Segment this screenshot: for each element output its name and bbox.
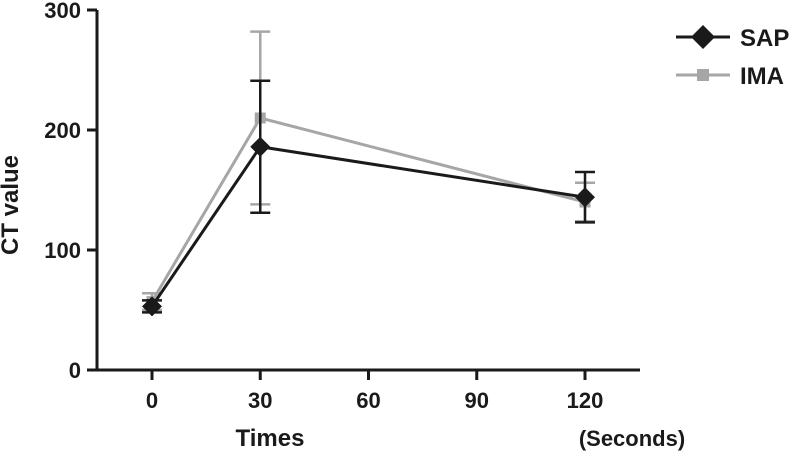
chart-marks	[142, 30, 595, 317]
legend-marker-sap	[691, 25, 715, 49]
data-point-sap	[250, 136, 271, 157]
x-tick-label: 90	[465, 388, 489, 413]
chart-legend: SAP IMA	[676, 25, 789, 90]
y-tick-label: 300	[44, 0, 81, 23]
data-point-sap	[142, 296, 162, 317]
series-ima	[142, 30, 595, 312]
data-point-sap	[575, 187, 595, 208]
x-tick-label: 0	[146, 388, 158, 413]
series-line-sap	[150, 145, 586, 308]
legend-label-sap: SAP	[740, 25, 789, 52]
x-axis-title: Times	[236, 425, 305, 452]
y-tick-label: 100	[44, 238, 81, 263]
legend-marker-ima	[697, 69, 709, 81]
x-axis-unit-label: (Seconds)	[579, 426, 685, 451]
y-axis-title: CT value	[0, 155, 24, 255]
x-tick-label: 120	[567, 388, 604, 413]
series-sap	[142, 79, 595, 317]
x-tick-label: 60	[356, 388, 380, 413]
chart-axes: 0 100 200 300 0 30 60 90 120	[44, 0, 640, 413]
y-tick-label: 200	[44, 118, 81, 143]
legend-label-ima: IMA	[740, 63, 784, 90]
y-tick-label: 0	[69, 358, 81, 383]
x-tick-label: 30	[248, 388, 272, 413]
